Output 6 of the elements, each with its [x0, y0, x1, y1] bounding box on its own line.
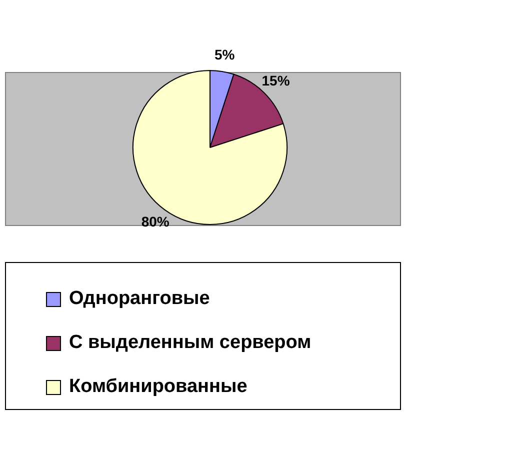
data-label: 80% [141, 214, 170, 230]
legend-label: Одноранговые [69, 288, 210, 310]
legend-label: Комбинированные [69, 376, 248, 398]
data-label: 15% [262, 72, 290, 89]
legend-label: С выделенным сервером [69, 332, 312, 354]
data-label: 5% [214, 46, 236, 63]
